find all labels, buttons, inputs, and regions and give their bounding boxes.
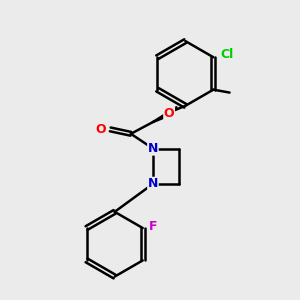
Text: Cl: Cl (221, 48, 234, 61)
Text: O: O (95, 123, 106, 136)
Text: N: N (148, 142, 158, 155)
Text: N: N (148, 177, 158, 190)
Text: O: O (164, 107, 175, 120)
Text: F: F (148, 220, 157, 233)
